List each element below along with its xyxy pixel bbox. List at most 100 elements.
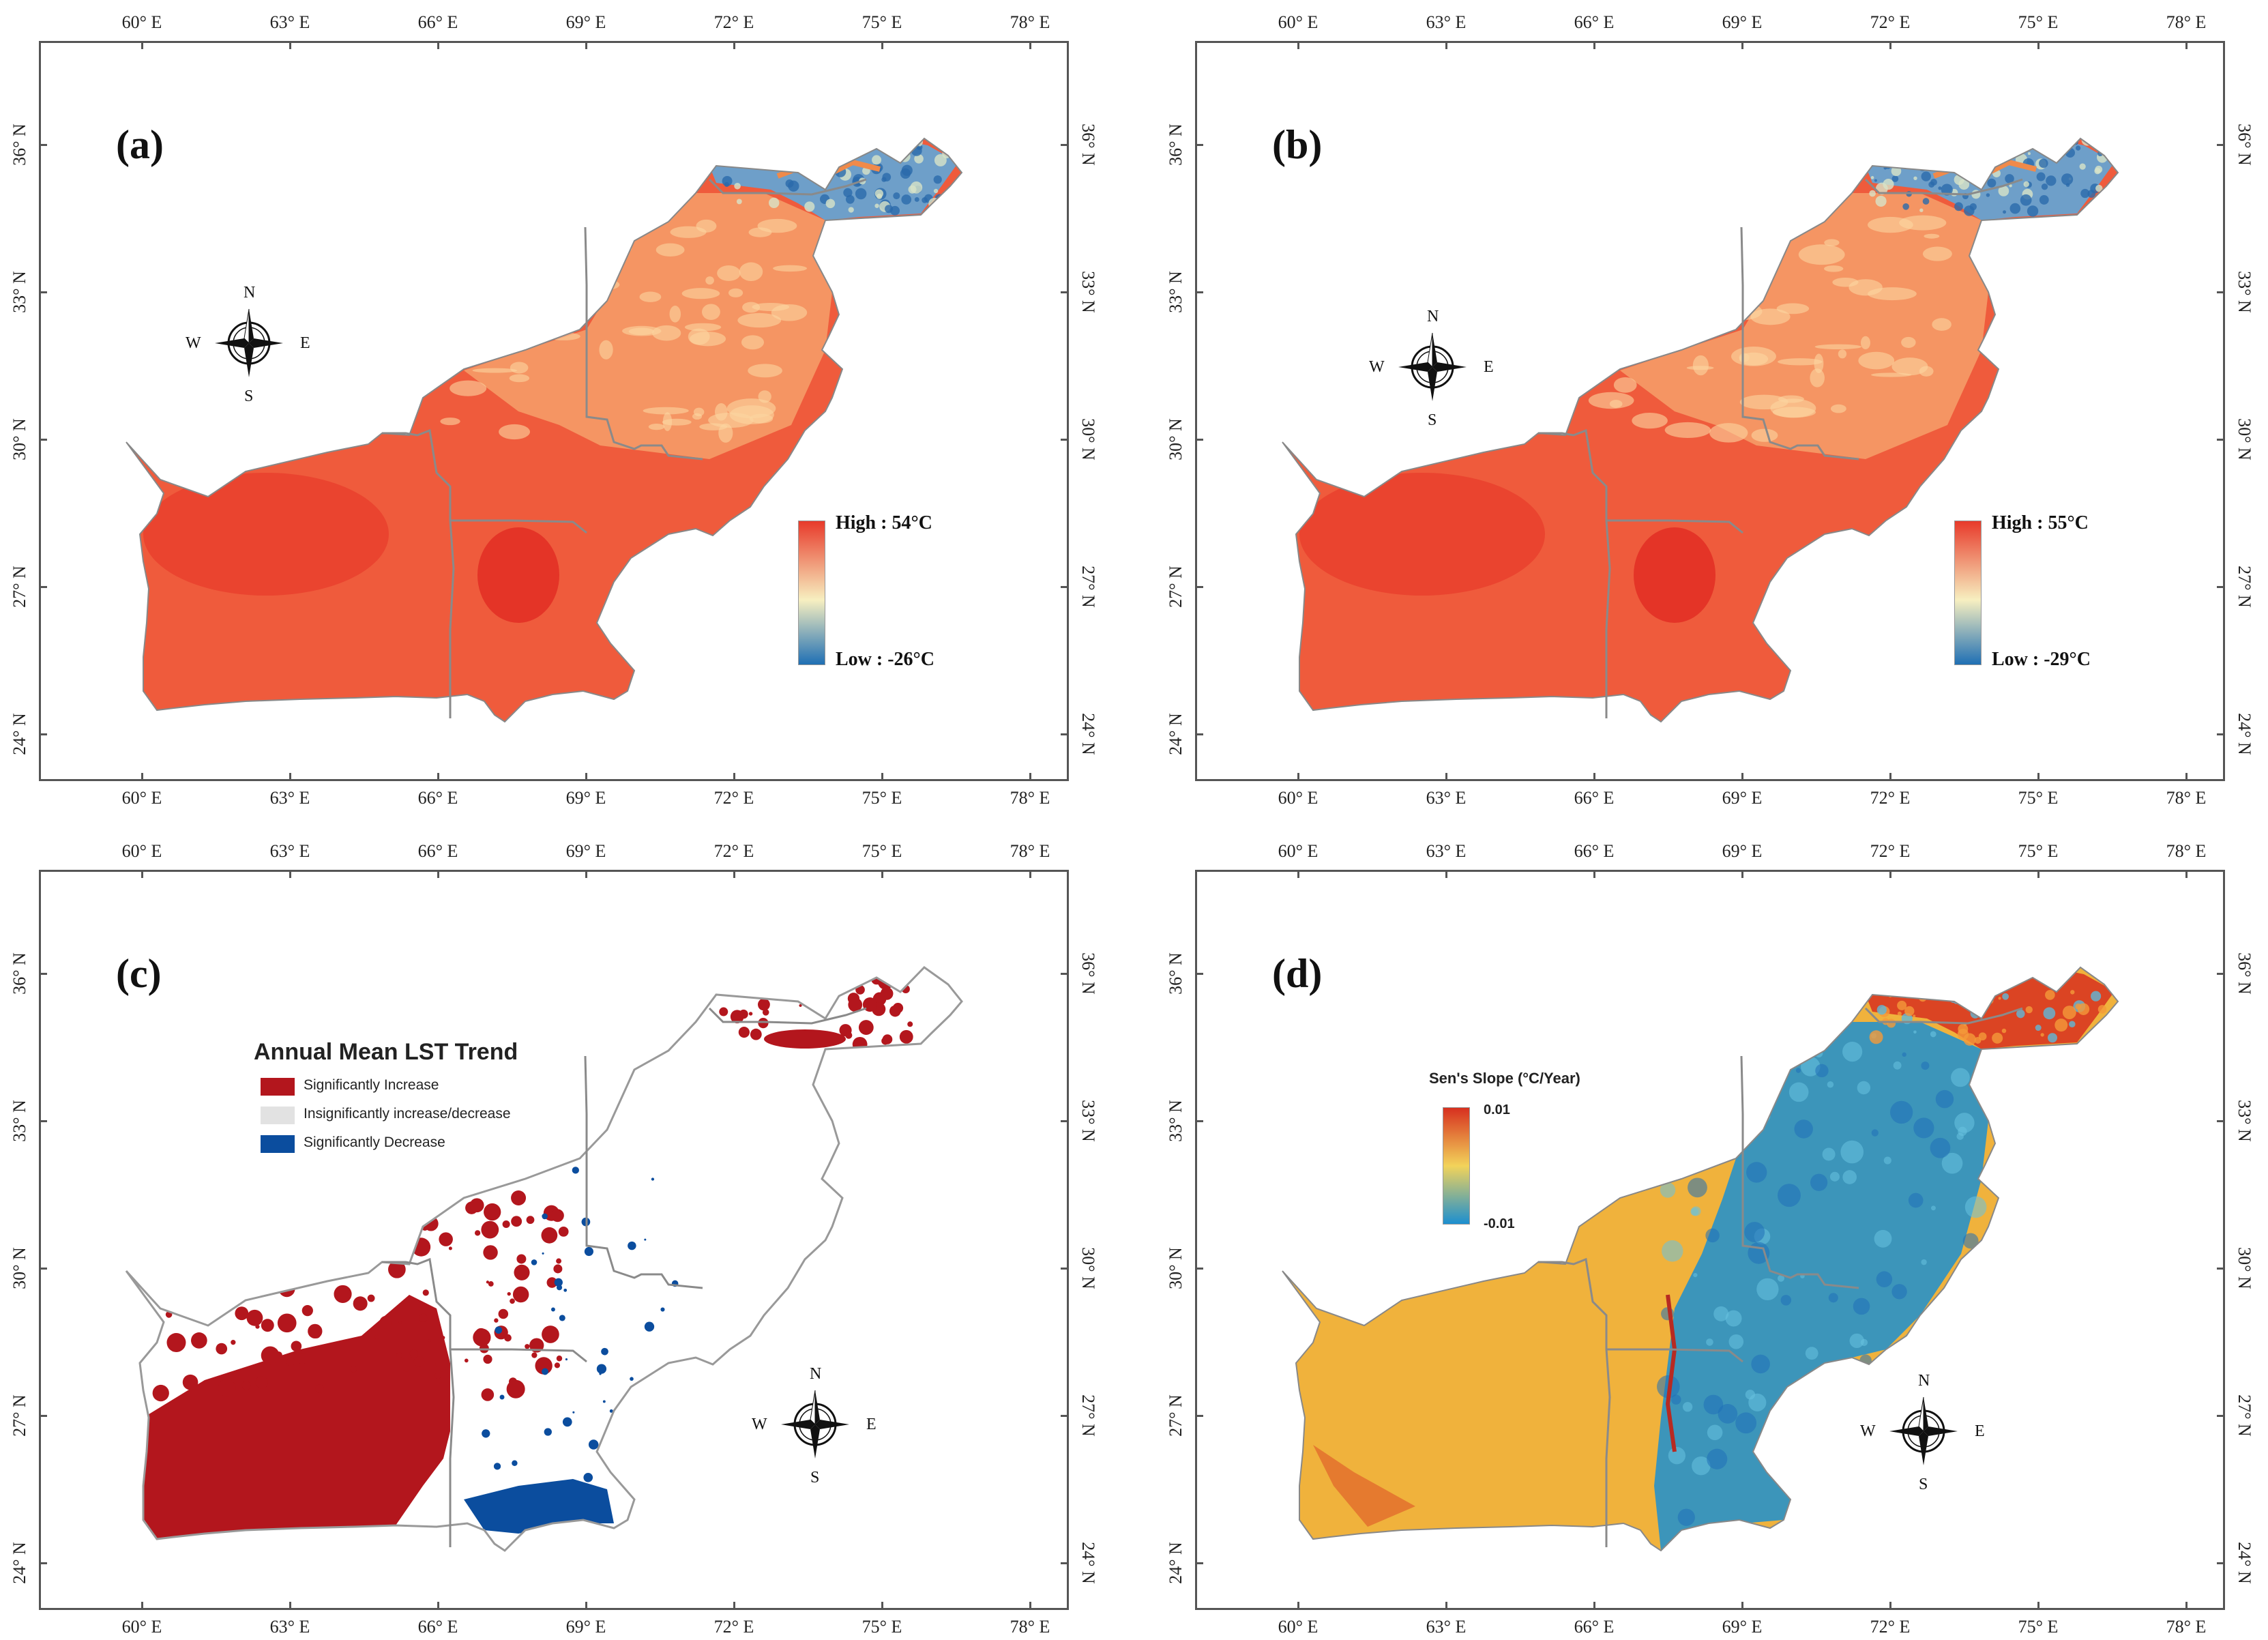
increase-speck bbox=[486, 1280, 490, 1284]
lon-label-bot: 60° E bbox=[1278, 788, 1319, 808]
lon-label-top: 63° E bbox=[1426, 12, 1467, 32]
legend-swatch bbox=[261, 1107, 295, 1124]
slope-speck bbox=[1687, 1025, 1697, 1036]
terrain-speck bbox=[788, 180, 799, 192]
terrain-speck bbox=[741, 150, 748, 158]
terrain-speck bbox=[759, 138, 766, 145]
terrain-speck bbox=[901, 194, 912, 205]
texture-streak bbox=[1814, 344, 1862, 350]
slope-speck bbox=[1876, 1005, 1887, 1015]
texture-streak bbox=[1924, 233, 1940, 239]
slope-speck bbox=[1692, 1456, 1711, 1476]
lon-label-top: 78° E bbox=[2166, 841, 2207, 861]
slope-speck bbox=[1822, 1374, 1827, 1379]
texture-streak bbox=[639, 291, 662, 302]
north-arrow-compass: N S E W bbox=[1369, 308, 1494, 429]
increase-speck bbox=[190, 1332, 207, 1349]
texture-streak bbox=[1635, 261, 1659, 276]
slope-speck bbox=[1913, 1014, 1916, 1018]
increase-speck bbox=[481, 1388, 495, 1401]
terrain-speck bbox=[933, 175, 942, 184]
lon-tick bbox=[2185, 41, 2188, 49]
lat-label-right: 33° N bbox=[2235, 1100, 2254, 1142]
increase-speck bbox=[393, 1222, 407, 1235]
terrain-speck bbox=[900, 149, 904, 153]
slope-speck bbox=[1943, 968, 1947, 972]
lat-tick bbox=[2217, 1268, 2225, 1270]
increase-speck bbox=[498, 1308, 509, 1319]
slope-speck bbox=[1849, 1333, 1864, 1349]
lon-label-bot: 78° E bbox=[1010, 788, 1050, 808]
terrain-speck bbox=[914, 153, 924, 164]
increase-speck bbox=[439, 1232, 453, 1246]
decrease-speck bbox=[563, 1288, 568, 1292]
increase-speck bbox=[889, 1005, 901, 1017]
lat-label-left: 24° N bbox=[10, 1542, 29, 1584]
increase-speck bbox=[164, 1267, 181, 1284]
slope-speck bbox=[1822, 1147, 1836, 1161]
texture-streak bbox=[681, 288, 720, 299]
terrain-speck bbox=[1954, 202, 1963, 211]
slope-speck bbox=[1871, 1129, 1879, 1137]
slope-speck bbox=[1829, 1171, 1840, 1182]
increase-speck bbox=[448, 1246, 452, 1250]
increase-speck bbox=[738, 1026, 750, 1038]
slope-speck bbox=[1805, 1347, 1818, 1360]
legend-item-label: Significantly Decrease bbox=[304, 1134, 445, 1150]
province-boundary bbox=[450, 1348, 587, 1363]
increase-speck bbox=[848, 997, 863, 1012]
increase-speck bbox=[297, 1353, 308, 1364]
texture-streak bbox=[771, 304, 808, 321]
slope-speck bbox=[2040, 1033, 2044, 1037]
terrain-speck bbox=[812, 169, 824, 181]
hot-spot bbox=[477, 527, 559, 623]
compass-rose-icon bbox=[1889, 1396, 1958, 1465]
increase-speck bbox=[152, 1384, 169, 1402]
slope-speck bbox=[1795, 1068, 1801, 1073]
lon-tick bbox=[881, 1602, 883, 1610]
terrain-speck bbox=[1913, 176, 1917, 180]
terrain-speck bbox=[745, 159, 753, 166]
lon-tick bbox=[1029, 1602, 1031, 1610]
texture-streak bbox=[1932, 318, 1952, 331]
texture-streak bbox=[1860, 336, 1870, 350]
increase-speck bbox=[255, 1376, 268, 1389]
lon-tick bbox=[1593, 870, 1595, 878]
decrease-speck bbox=[482, 1429, 490, 1438]
texture-streak bbox=[450, 380, 487, 396]
increase-speck bbox=[381, 1243, 389, 1251]
terrain-speck bbox=[735, 156, 746, 167]
lat-label-left: 24° N bbox=[10, 713, 29, 755]
slope-speck bbox=[1964, 1196, 1987, 1218]
increase-speck bbox=[399, 1358, 413, 1372]
lon-tick bbox=[289, 773, 291, 781]
increase-speck bbox=[510, 1298, 515, 1304]
texture-streak bbox=[1901, 336, 1916, 348]
increase-speck bbox=[890, 967, 904, 979]
terrain-speck bbox=[719, 146, 729, 157]
slope-speck bbox=[1827, 1081, 1834, 1088]
terrain-speck bbox=[809, 143, 815, 148]
map-d bbox=[1282, 966, 2119, 1552]
texture-streak bbox=[546, 332, 580, 340]
lon-tick bbox=[437, 870, 439, 878]
slope-speck bbox=[2069, 1021, 2076, 1028]
decrease-speck bbox=[649, 1450, 652, 1453]
increase-speck bbox=[488, 1281, 494, 1287]
slope-speck bbox=[1913, 1349, 1931, 1366]
texture-streak bbox=[1838, 349, 1847, 359]
lat-tick bbox=[2217, 1562, 2225, 1564]
texture-streak bbox=[670, 226, 707, 238]
texture-streak bbox=[1739, 353, 1750, 362]
warming-streak bbox=[1665, 1294, 1677, 1452]
lat-label-left: 33° N bbox=[10, 1100, 29, 1142]
lon-label-bot: 72° E bbox=[1870, 1617, 1911, 1637]
terrain-speck bbox=[877, 193, 883, 199]
texture-streak bbox=[692, 413, 703, 420]
terrain-speck bbox=[1977, 144, 1981, 148]
lon-tick bbox=[1593, 41, 1595, 49]
lon-label-top: 72° E bbox=[713, 841, 754, 861]
slope-speck bbox=[1909, 989, 1917, 996]
lat-label-left: 27° N bbox=[1166, 566, 1185, 608]
slope-speck bbox=[1893, 1061, 1902, 1070]
